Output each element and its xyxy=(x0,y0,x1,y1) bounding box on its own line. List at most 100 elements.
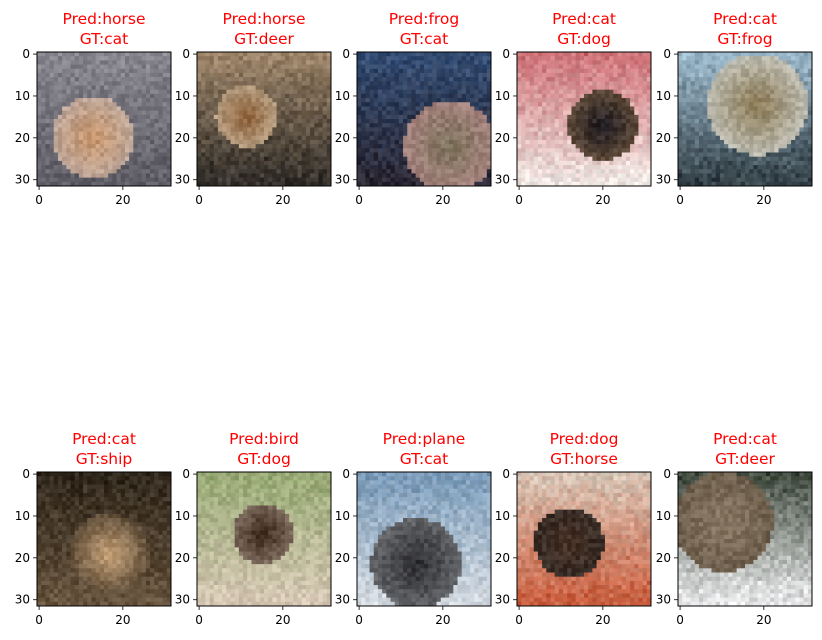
title-pred-line: Pred:cat xyxy=(713,10,777,28)
title-gt-line: GT:ship xyxy=(76,450,133,468)
cifar-image xyxy=(678,52,813,187)
y-tick-label: 10 xyxy=(656,89,671,103)
y-tick-label: 30 xyxy=(175,173,190,187)
title-pred-line: Pred:cat xyxy=(552,10,616,28)
y-tick-label: 30 xyxy=(495,593,510,607)
title-gt-line: GT:cat xyxy=(80,30,129,48)
y-tick-label: 0 xyxy=(182,47,190,61)
axes-frame xyxy=(677,471,813,607)
subplot-title: Pred:frog GT:cat xyxy=(389,10,460,48)
y-tick-label: 20 xyxy=(335,551,350,565)
subplot-2: Pred:horse GT:deer 0 20 0 10 20 30 xyxy=(175,10,332,207)
y-tick-label: 0 xyxy=(502,47,510,61)
y-tick-label: 10 xyxy=(335,89,350,103)
y-tick-label: 20 xyxy=(656,551,671,565)
y-tick-label: 0 xyxy=(342,47,350,61)
axes-frame xyxy=(196,51,332,187)
title-pred-line: Pred:dog xyxy=(550,430,619,448)
subplot-title: Pred:dog GT:horse xyxy=(550,430,619,468)
cifar-image xyxy=(197,472,332,607)
y-tick-label: 20 xyxy=(175,551,190,565)
x-tick-label: 20 xyxy=(435,613,450,627)
title-pred-line: Pred:frog xyxy=(389,10,460,28)
x-tick-label: 20 xyxy=(275,193,290,207)
y-tick-label: 10 xyxy=(495,509,510,523)
y-tick-label: 20 xyxy=(495,551,510,565)
title-pred-line: Pred:horse xyxy=(63,10,146,28)
axes-frame xyxy=(516,51,652,187)
x-tick-label: 0 xyxy=(195,613,203,627)
y-tick-label: 10 xyxy=(335,509,350,523)
subplot-title: Pred:plane GT:cat xyxy=(383,430,466,468)
y-tick-label: 30 xyxy=(15,173,30,187)
title-gt-line: GT:deer xyxy=(234,30,294,48)
x-tick-label: 0 xyxy=(515,193,523,207)
y-tick-label: 10 xyxy=(175,509,190,523)
x-tick-label: 20 xyxy=(595,613,610,627)
cifar-image xyxy=(357,472,492,607)
axes-frame xyxy=(677,51,813,187)
subplot-3: Pred:frog GT:cat 0 20 0 10 20 30 xyxy=(335,10,492,207)
y-tick-label: 0 xyxy=(342,467,350,481)
y-tick-label: 30 xyxy=(15,593,30,607)
y-tick-label: 30 xyxy=(335,173,350,187)
cifar-image xyxy=(517,472,652,607)
title-gt-line: GT:cat xyxy=(400,450,449,468)
y-tick-label: 0 xyxy=(22,47,30,61)
title-gt-line: GT:frog xyxy=(717,30,772,48)
title-gt-line: GT:dog xyxy=(237,450,291,468)
subplot-title: Pred:cat GT:frog xyxy=(713,10,777,48)
y-tick-label: 30 xyxy=(335,593,350,607)
y-tick-label: 20 xyxy=(335,131,350,145)
subplot-1: Pred:horse GT:cat 0 20 0 10 20 30 xyxy=(15,10,172,207)
x-tick-label: 0 xyxy=(35,613,43,627)
subplot-6: Pred:cat GT:ship 0 20 0 10 20 30 xyxy=(15,430,172,627)
axes-frame xyxy=(356,51,492,187)
x-tick-label: 20 xyxy=(115,193,130,207)
subplot-title: Pred:bird GT:dog xyxy=(229,430,299,468)
y-tick-label: 10 xyxy=(175,89,190,103)
cifar-image xyxy=(517,52,652,187)
cifar-image xyxy=(197,52,332,187)
y-tick-label: 20 xyxy=(15,131,30,145)
subplot-title: Pred:horse GT:cat xyxy=(63,10,146,48)
y-tick-label: 10 xyxy=(656,509,671,523)
cifar-image xyxy=(678,472,813,607)
subplot-9: Pred:dog GT:horse 0 20 0 10 20 30 xyxy=(495,430,652,627)
subplot-title: Pred:cat GT:ship xyxy=(72,430,136,468)
cifar-image xyxy=(37,472,172,607)
x-tick-label: 20 xyxy=(756,613,771,627)
axes-frame xyxy=(36,471,172,607)
y-tick-label: 20 xyxy=(15,551,30,565)
x-tick-label: 20 xyxy=(435,193,450,207)
subplot-7: Pred:bird GT:dog 0 20 0 10 20 30 xyxy=(175,430,332,627)
title-pred-line: Pred:bird xyxy=(229,430,299,448)
x-tick-label: 20 xyxy=(115,613,130,627)
x-tick-label: 0 xyxy=(355,193,363,207)
x-tick-label: 20 xyxy=(595,193,610,207)
subplot-title: Pred:cat GT:dog xyxy=(552,10,616,48)
title-gt-line: GT:dog xyxy=(557,30,611,48)
axes-frame xyxy=(196,471,332,607)
cifar-image xyxy=(37,52,172,187)
subplot-5: Pred:cat GT:frog 0 20 0 10 20 30 xyxy=(656,10,813,207)
x-tick-label: 0 xyxy=(355,613,363,627)
y-tick-label: 20 xyxy=(175,131,190,145)
title-pred-line: Pred:horse xyxy=(223,10,306,28)
y-tick-label: 0 xyxy=(663,47,671,61)
y-tick-label: 10 xyxy=(495,89,510,103)
axes-frame xyxy=(36,51,172,187)
title-gt-line: GT:deer xyxy=(715,450,775,468)
y-tick-label: 0 xyxy=(663,467,671,481)
title-pred-line: Pred:cat xyxy=(713,430,777,448)
title-gt-line: GT:horse xyxy=(550,450,618,468)
y-tick-label: 20 xyxy=(495,131,510,145)
subplot-10: Pred:cat GT:deer 0 20 0 10 20 30 xyxy=(656,430,813,627)
x-tick-label: 0 xyxy=(676,193,684,207)
x-tick-label: 0 xyxy=(195,193,203,207)
subplot-title: Pred:horse GT:deer xyxy=(223,10,306,48)
subplot-4: Pred:cat GT:dog 0 20 0 10 20 30 xyxy=(495,10,652,207)
cifar-image xyxy=(357,52,492,187)
y-tick-label: 0 xyxy=(22,467,30,481)
